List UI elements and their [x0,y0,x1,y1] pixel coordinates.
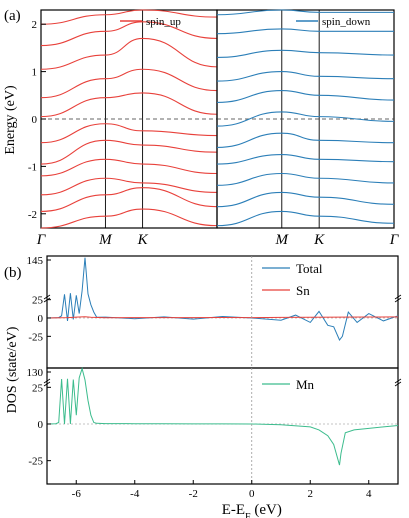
x-tick-label: -2 [189,488,198,500]
band-line [40,123,218,144]
dos-total-sn-plot: 145 25 0 -25 [27,255,402,369]
y-tick-label: -25 [28,456,43,468]
y-tick-label: 0 [38,313,44,325]
y-tick-label: 130 [27,367,44,379]
y-tick-label: 0 [38,419,44,431]
band-line [216,132,395,148]
y-tick-label: 25 [32,295,44,307]
panel-label-b: (b) [4,265,22,281]
dos-curve [46,257,399,341]
k-point-label: Γ [36,232,47,248]
spin-down-band-plot: spin_down [216,9,395,229]
y-tick-label: -2 [28,209,37,221]
y-tick-label: 1 [32,67,38,79]
y-tick-label: -25 [28,331,43,343]
y-tick-label: -1 [28,161,37,173]
band-line [216,9,394,16]
legend-label: Total [296,261,323,276]
band-line [216,210,395,227]
axis-break-mark [394,378,402,387]
dos-curve [46,366,399,466]
x-tick-label: 0 [249,488,255,500]
band-line [216,191,395,208]
x-tick-label: -4 [130,488,140,500]
band-line [216,71,395,82]
y-tick-label: 145 [27,255,44,267]
y-tick-label: 2 [32,19,38,31]
y-tick-label: 25 [32,382,44,394]
band-line [216,172,395,186]
k-point-label: K [137,232,149,248]
band-line [216,111,395,127]
axis-break-mark [394,294,402,303]
legend-label: spin_down [322,16,371,28]
band-line [40,92,218,118]
k-point-label: K [313,232,325,248]
band-line [40,187,218,212]
k-point-label: Γ [389,232,400,248]
legend-label: Sn [296,283,310,298]
band-line [216,153,395,165]
band-line [216,90,395,103]
band-line [40,37,218,70]
k-point-label: M [275,232,290,248]
band-line [40,139,218,165]
legend-label: spin_up [146,16,181,28]
band-line [40,68,218,99]
band-line [40,9,218,25]
band-line [40,208,218,229]
spin-up-band-plot: spin_up -2 -1 0 1 2 [28,9,218,229]
panel-label-a: (a) [4,8,21,24]
y-axis-label: Energy (eV) [3,85,18,155]
y-tick-label: 0 [32,114,38,126]
plot-frame [46,367,399,485]
y-axis-label: DOS (state/eV) [5,326,20,413]
axis-break-mark [43,378,51,387]
band-line [216,49,395,58]
dos-curve [46,316,399,319]
x-axis-label: E-EF (eV) [222,502,282,518]
dos-mn-plot: 130 25 0 -25 [27,366,402,485]
band-line [216,28,394,35]
band-line [40,158,218,177]
x-tick-label: 2 [308,488,314,500]
legend-label: Mn [296,377,315,392]
band-line [40,21,218,47]
plot-frame [46,255,399,369]
x-tick-label: 4 [366,488,372,500]
band-line [40,177,218,196]
k-point-label: M [98,232,113,248]
x-tick-label: -6 [72,488,82,500]
